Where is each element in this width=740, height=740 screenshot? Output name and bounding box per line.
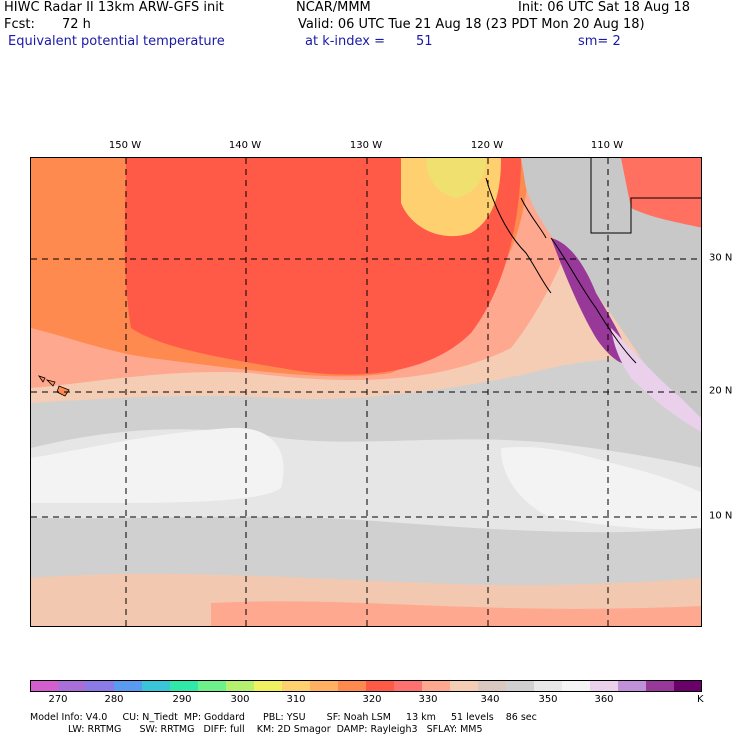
interior-warm [621,158,701,228]
model-info-line1: Model Info: V4.0 CU: N_Tiedt MP: Goddard… [30,712,537,723]
colorbar-tick: 320 [362,694,382,705]
colorbar-swatch [450,680,479,692]
colorbar-swatch [534,680,563,692]
forecast-label: Fcst: [4,17,35,32]
lat-label-10n: 10 N [709,510,733,522]
colorbar-swatch [198,680,227,692]
colorbar-unit: K [697,694,704,705]
colorbar-tick: 350 [538,694,558,705]
colorbar-swatch [506,680,535,692]
colorbar-swatch [478,680,507,692]
lon-label-120w: 120 W [470,140,504,151]
colorbar-swatch [590,680,619,692]
init-time: Init: 06 UTC Sat 18 Aug 18 [518,0,691,15]
colorbar-swatch [114,680,143,692]
colorbar-swatch [562,680,591,692]
lon-label-110w: 110 W [590,140,624,151]
colorbar-swatch [394,680,423,692]
model-title: HIWC Radar II 13km ARW-GFS init [4,0,224,15]
graticule [31,158,701,626]
white-patch-east [501,447,701,530]
colorbar-swatch [86,680,115,692]
colorbar [30,680,702,692]
colorbar-tick: 280 [104,694,124,705]
colorbar-tick: 340 [480,694,500,705]
colorbar-swatch [310,680,339,692]
borders [590,158,701,234]
field-name: Equivalent potential temperature [8,34,225,49]
colorbar-tick: 360 [594,694,614,705]
colorbar-tick: 330 [418,694,438,705]
forecast-hours: 72 h [62,17,91,32]
lon-label-130w: 130 W [349,140,383,151]
colorbar-swatch [142,680,171,692]
smoothing-label: sm= 2 [578,34,621,49]
south-band-warm [211,601,701,626]
coast-lavender [611,328,701,432]
theta-e-map [30,157,702,627]
california-light [426,158,486,198]
level-label: at k-index = [305,34,386,49]
lat-label-20n: 20 N [709,385,733,397]
map-svg [31,158,701,626]
colorbar-tick: 300 [230,694,250,705]
colorbar-tick: 290 [172,694,192,705]
lon-label-140w: 140 W [228,140,262,151]
colorbar-swatch [338,680,367,692]
colorbar-swatch [282,680,311,692]
lon-label-150w: 150 W [108,140,142,151]
colorbar-swatch [646,680,675,692]
land-mainland [521,158,701,417]
colorbar-swatch [254,680,283,692]
hawaii-islands [38,375,70,397]
colorbar-swatch [366,680,395,692]
colorbar-swatch [58,680,87,692]
coastline [485,177,637,364]
valid-time: Valid: 06 UTC Tue 21 Aug 18 (23 PDT Mon … [298,17,645,32]
model-info-line2: LW: RRTMG SW: RRTMG DIFF: full KM: 2D Sm… [68,724,483,735]
colorbar-swatch [422,680,451,692]
level-value: 51 [416,34,433,49]
colorbar-swatch [674,680,702,692]
colorbar-border [30,680,702,692]
colorbar-swatch [618,680,647,692]
colorbar-tick: 310 [286,694,306,705]
white-patch-west [31,427,284,503]
colorbar-swatch [170,680,199,692]
colorbar-swatch [226,680,255,692]
lat-label-30n: 30 N [709,252,733,264]
organization-label: NCAR/MMM [296,0,371,15]
colorbar-tick: 270 [48,694,68,705]
colorbar-swatch [30,680,59,692]
